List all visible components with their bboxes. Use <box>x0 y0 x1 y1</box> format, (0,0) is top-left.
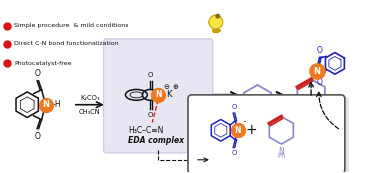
Text: –H: –H <box>51 100 61 109</box>
Text: O: O <box>35 69 40 78</box>
Text: N: N <box>42 100 49 109</box>
Text: K₂CO₃: K₂CO₃ <box>80 95 99 101</box>
Text: N: N <box>308 115 314 124</box>
Text: N: N <box>254 120 261 129</box>
Text: O: O <box>35 131 40 140</box>
Text: H₃C–C≡N: H₃C–C≡N <box>129 126 164 135</box>
Text: K: K <box>166 90 172 99</box>
FancyBboxPatch shape <box>104 39 213 153</box>
Text: ·: · <box>243 116 246 129</box>
Text: N: N <box>279 147 284 156</box>
Text: Ph: Ph <box>277 153 286 159</box>
Text: ⊖: ⊖ <box>163 84 169 90</box>
Text: Photocatalyst-free: Photocatalyst-free <box>14 61 72 66</box>
Text: Ph: Ph <box>253 127 262 136</box>
Text: Simple procedure  & mild conditions: Simple procedure & mild conditions <box>14 24 129 29</box>
Text: N: N <box>155 90 161 99</box>
Text: O: O <box>317 78 323 87</box>
FancyBboxPatch shape <box>192 97 349 173</box>
Circle shape <box>215 14 220 19</box>
Text: O: O <box>148 72 153 78</box>
FancyBboxPatch shape <box>188 95 345 173</box>
Text: Direct C-N bond functionalization: Direct C-N bond functionalization <box>14 41 119 46</box>
Text: O: O <box>232 104 237 110</box>
Text: N: N <box>314 67 321 76</box>
Text: Ph: Ph <box>306 121 316 130</box>
Text: +: + <box>246 123 257 137</box>
Text: CH₃CN: CH₃CN <box>79 109 101 115</box>
Text: O: O <box>232 151 237 156</box>
Text: N: N <box>234 126 241 135</box>
Circle shape <box>209 15 223 29</box>
Text: O: O <box>148 112 153 118</box>
Text: ⊕: ⊕ <box>172 84 178 90</box>
Text: EDA complex: EDA complex <box>128 136 184 145</box>
Text: O: O <box>317 45 323 54</box>
